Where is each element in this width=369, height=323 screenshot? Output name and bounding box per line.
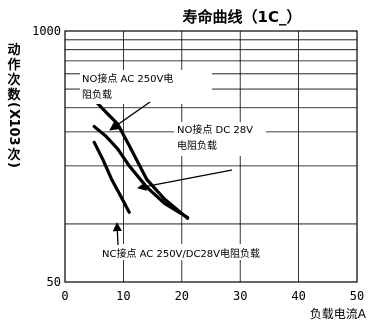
- x-tick-label: 30: [233, 289, 247, 303]
- x-tick-label: 50: [350, 289, 364, 303]
- chart-title: 寿命曲线（1C_）: [183, 8, 302, 26]
- x-tick-label: 10: [116, 289, 130, 303]
- annotation-arrow-no-ac: [109, 101, 151, 131]
- plot-frame: [64, 30, 358, 283]
- annotation-box-no-dc: [174, 122, 266, 156]
- y-tick-labels: 50 1000: [32, 24, 61, 289]
- x-tick-labels: 0 10 20 30 40 50: [61, 289, 364, 303]
- y-label-char: X: [6, 109, 21, 119]
- x-tick-label: 0: [61, 289, 68, 303]
- x-axis-label: 负载电流A: [310, 307, 367, 321]
- annotation-no-ac-line2: 阻负载: [82, 88, 112, 101]
- y-label-char: ): [6, 162, 21, 168]
- y-tick-label: 50: [47, 275, 61, 289]
- y-label-char: 1: [6, 118, 21, 127]
- annotation-no-ac-line1: NO接点 AC 250V电: [82, 72, 173, 85]
- annotation-no-dc-line2: 电阻负载: [177, 139, 217, 152]
- annotation-arrow-no-dc: [137, 169, 233, 191]
- annotation-arrow-nc: [112, 222, 122, 246]
- annotation-box-nc: [98, 244, 290, 260]
- y-label-char: 数: [7, 87, 21, 103]
- y-tick-label: 1000: [32, 24, 61, 38]
- series-line-1: [92, 98, 190, 220]
- y-label-char: 3: [6, 136, 21, 145]
- series-line-3: [92, 140, 131, 214]
- annotation-box-no-ac: [80, 70, 212, 104]
- series-lines: [92, 98, 190, 220]
- x-tick-label: 20: [175, 289, 189, 303]
- annotation-no-dc-line1: NO接点 DC 28V: [177, 123, 253, 136]
- y-label-char: (: [6, 102, 21, 108]
- annotation-nc: NC接点 AC 250V/DC28V电阻负载: [102, 247, 260, 260]
- y-label-char: 0: [6, 127, 21, 136]
- y-label-char: 作: [7, 57, 20, 73]
- y-label-char: 次: [7, 72, 20, 88]
- x-tick-label: 40: [291, 289, 305, 303]
- y-label-char: 动: [7, 43, 20, 58]
- y-label-char: 次: [7, 147, 20, 163]
- series-line-2: [92, 124, 190, 220]
